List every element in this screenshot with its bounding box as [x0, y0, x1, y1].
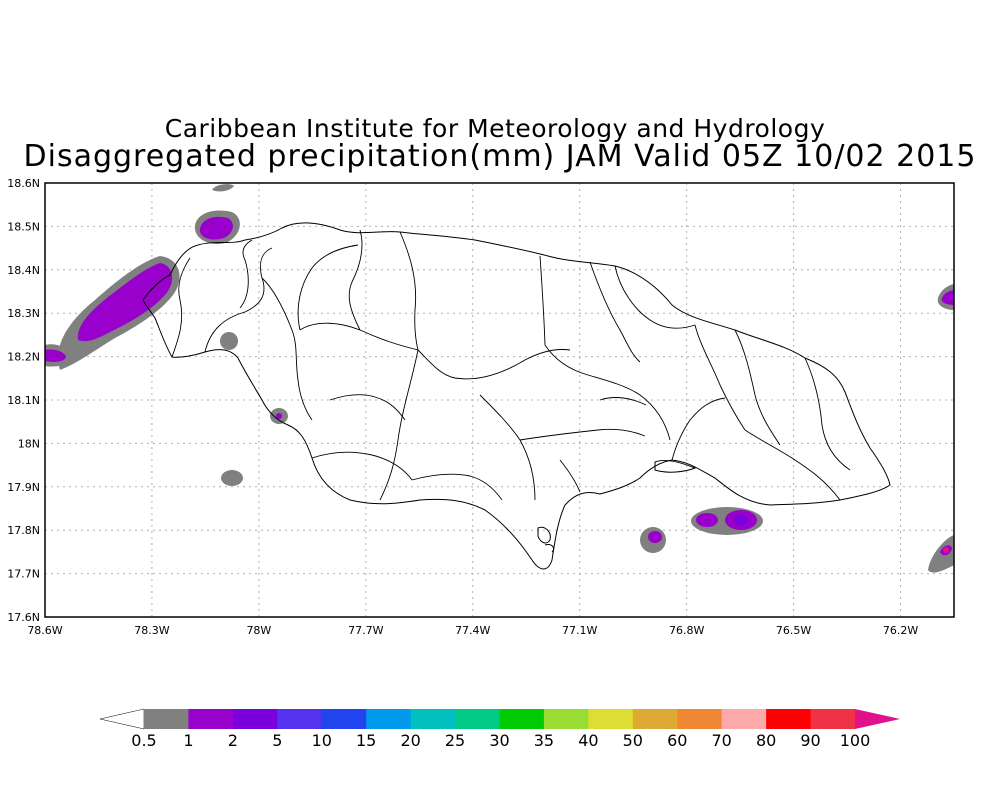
colorbar-label: 60: [667, 731, 687, 750]
map-frame: [44, 182, 955, 618]
precip-area-grey: [221, 470, 243, 486]
colorbar-swatch: [632, 709, 678, 729]
lon-tick-label: 78.6W: [27, 624, 62, 637]
colorbar-label: 15: [356, 731, 376, 750]
colorbar-label: 2: [228, 731, 238, 750]
lon-tick-label: 77.1W: [562, 624, 597, 637]
precip-area-purple: [734, 515, 748, 525]
colorbar-label: 50: [623, 731, 643, 750]
colorbar-label: 90: [800, 731, 820, 750]
colorbar-high-arrow: [855, 709, 900, 729]
lon-tick-label: 76.2W: [883, 624, 918, 637]
coastal-details: [537, 459, 697, 553]
colorbar-label: 35: [534, 731, 554, 750]
parish-boundaries: [171, 229, 851, 501]
colorbar-swatch: [721, 709, 767, 729]
lat-tick-label: 18.4N: [7, 264, 40, 277]
precip-area-grey: [212, 184, 234, 192]
colorbar-label: 0.5: [131, 731, 156, 750]
colorbar-label: 30: [489, 731, 509, 750]
lat-tick-label: 17.9N: [7, 481, 40, 494]
latitude-labels: 18.6N 18.5N 18.4N 18.3N 18.2N 18.1N 18N 17.9N 17…: [7, 177, 40, 624]
precip-area-purple: [941, 290, 954, 305]
lon-tick-label: 76.8W: [669, 624, 704, 637]
colorbar-label: 40: [578, 731, 598, 750]
lat-tick-label: 18.6N: [7, 177, 40, 190]
lon-tick-label: 78W: [246, 624, 271, 637]
map-panel: [44, 182, 955, 618]
lat-tick-label: 18N: [18, 437, 40, 450]
lat-tick-label: 18.3N: [7, 307, 40, 320]
colorbar-label: 25: [445, 731, 465, 750]
lon-tick-label: 76.5W: [776, 624, 811, 637]
precip-area-purple: [696, 513, 718, 527]
colorbar: 0.5 1 2 5 10 15 20 25 30 35 40 50 60 70 80 90 100: [99, 708, 900, 750]
colorbar-swatch: [232, 709, 278, 729]
lat-tick-label: 17.8N: [7, 524, 40, 537]
precip-area-purple: [648, 531, 662, 543]
colorbar-swatch: [543, 709, 589, 729]
lon-tick-label: 78.3W: [134, 624, 169, 637]
precip-area-magenta: [943, 547, 949, 553]
precip-area-purple: [276, 413, 282, 419]
title-line-2: Disaggregated precipitation(mm) JAM Vali…: [23, 139, 977, 174]
lat-tick-label: 18.5N: [7, 220, 40, 233]
precip-area-purple: [199, 216, 233, 240]
lat-tick-label: 18.1N: [7, 394, 40, 407]
colorbar-low-arrow: [99, 708, 145, 730]
colorbar-label: 1: [183, 731, 193, 750]
precip-area-purple: [77, 263, 173, 342]
colorbar-label: 5: [272, 731, 282, 750]
colorbar-label: 20: [400, 731, 420, 750]
colorbar-swatch: [499, 709, 545, 729]
colorbar-swatch: [188, 709, 234, 729]
precip-area-grey: [928, 535, 954, 573]
colorbar-label: 10: [312, 731, 332, 750]
colorbar-label: 70: [712, 731, 732, 750]
title-line-1: Caribbean Institute for Meteorology and …: [164, 114, 826, 143]
precip-areas: [45, 184, 954, 573]
colorbar-swatch: [277, 709, 323, 729]
colorbar-swatch: [766, 709, 812, 729]
colorbar-swatch: [677, 709, 723, 729]
lat-tick-label: 17.7N: [7, 568, 40, 581]
colorbar-swatch: [410, 709, 456, 729]
colorbar-label: 80: [756, 731, 776, 750]
colorbar-swatch: [321, 709, 367, 729]
precip-area-grey: [220, 332, 238, 350]
lon-tick-label: 77.7W: [348, 624, 383, 637]
colorbar-swatch: [588, 709, 634, 729]
colorbar-swatch: [455, 709, 500, 729]
colorbar-swatch: [366, 709, 412, 729]
precip-area-purple: [45, 349, 66, 362]
colorbar-swatch: [144, 709, 189, 729]
lat-tick-label: 17.6N: [7, 611, 40, 624]
lon-tick-label: 77.4W: [455, 624, 490, 637]
colorbar-swatch: [810, 709, 856, 729]
lat-tick-label: 18.2N: [7, 351, 40, 364]
colorbar-label: 100: [840, 731, 871, 750]
longitude-labels: 78.6W 78.3W 78W 77.7W 77.4W 77.1W 76.8W 76.5W 76…: [27, 624, 918, 637]
